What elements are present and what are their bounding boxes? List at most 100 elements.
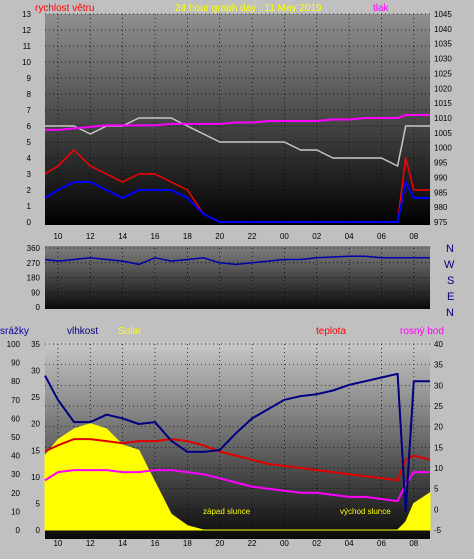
climate-xtick-8: 02 <box>312 539 321 548</box>
pressure-tick-7: 1010 <box>434 114 452 123</box>
wind-xtick-10: 06 <box>377 232 386 241</box>
wind-speed-tick-1: 1 <box>27 202 32 211</box>
wind-xtick-2: 14 <box>118 232 127 241</box>
wind-speed-tick-9: 9 <box>27 74 32 83</box>
temperature-tick-1: 0 <box>434 505 439 514</box>
wind-xtick-8: 02 <box>312 232 321 241</box>
compass-n-bottom: N <box>446 307 454 319</box>
temperature-tick-8: 35 <box>434 361 443 370</box>
solar-tick-7: 35 <box>31 340 40 349</box>
climate-xtick-3: 16 <box>151 539 160 548</box>
climate-xtick-10: 06 <box>377 539 386 548</box>
rain-tick-4: 40 <box>11 452 20 461</box>
temperature-tick-0: -5 <box>434 526 442 535</box>
wind-speed-tick-2: 2 <box>27 186 32 195</box>
pressure-tick-2: 985 <box>434 188 448 197</box>
direction-tick-2: 180 <box>27 274 41 283</box>
climate-xtick-5: 20 <box>215 539 224 548</box>
chart-marks: 0123456789101112139759809859909951000100… <box>7 10 453 548</box>
temperature-label: teplota <box>316 326 346 337</box>
wind-speed-tick-12: 12 <box>22 26 31 35</box>
temperature-tick-5: 20 <box>434 423 443 432</box>
climate-xtick-6: 22 <box>248 539 257 548</box>
pressure-tick-8: 1015 <box>434 99 452 108</box>
pressure-tick-4: 995 <box>434 159 448 168</box>
pressure-tick-12: 1035 <box>434 40 452 49</box>
rain-tick-10: 100 <box>7 340 21 349</box>
direction-line <box>44 255 430 266</box>
pressure-tick-0: 975 <box>434 218 448 227</box>
rain-tick-6: 60 <box>11 414 20 423</box>
pressure-tick-9: 1020 <box>434 84 452 93</box>
wind-avg-line <box>44 181 430 223</box>
pressure-tick-11: 1030 <box>434 55 452 64</box>
wind-speed-tick-13: 13 <box>22 10 31 19</box>
climate-xtick-7: 00 <box>280 539 289 548</box>
rain-tick-3: 30 <box>11 470 20 479</box>
pressure-label: tlak <box>373 3 390 14</box>
wind-speed-tick-4: 4 <box>27 154 32 163</box>
direction-tick-0: 0 <box>36 303 41 312</box>
rain-label: srážky <box>0 326 29 337</box>
climate-xtick-0: 10 <box>53 539 62 548</box>
wind-speed-tick-5: 5 <box>27 138 32 147</box>
wind-xtick-7: 00 <box>280 232 289 241</box>
humidity-line <box>44 372 430 513</box>
direction-tick-3: 270 <box>27 259 41 268</box>
direction-tick-4: 360 <box>27 244 41 253</box>
compass-n-top: N <box>446 243 454 255</box>
pressure-tick-14: 1045 <box>434 10 452 19</box>
climate-xtick-4: 18 <box>183 539 192 548</box>
solar-tick-4: 20 <box>31 420 40 429</box>
temperature-tick-6: 25 <box>434 402 443 411</box>
solar-tick-3: 15 <box>31 446 40 455</box>
wind-speed-tick-10: 10 <box>22 58 31 67</box>
wind-speed-tick-11: 11 <box>23 42 32 51</box>
rain-tick-0: 0 <box>16 526 21 535</box>
wind-xtick-11: 08 <box>409 232 418 241</box>
wind-speed-tick-3: 3 <box>27 170 32 179</box>
pressure-tick-1: 980 <box>434 203 448 212</box>
temperature-tick-4: 15 <box>434 443 443 452</box>
pressure-tick-5: 1000 <box>434 144 452 153</box>
wind-xtick-4: 18 <box>183 232 192 241</box>
wind-speed-label: rychlost větru <box>35 3 94 14</box>
wind-xtick-9: 04 <box>345 232 354 241</box>
climate-xtick-2: 14 <box>118 539 127 548</box>
sunset-annotation: západ slunce <box>203 507 251 516</box>
wind-xtick-3: 16 <box>151 232 160 241</box>
rain-tick-2: 20 <box>11 489 20 498</box>
temperature-tick-2: 5 <box>434 485 439 494</box>
climate-xtick-9: 04 <box>345 539 354 548</box>
climate-xtick-11: 08 <box>409 539 418 548</box>
dewpoint-label: rosný bod <box>400 326 444 337</box>
compass-e: E <box>447 291 454 303</box>
compass-s: S <box>447 275 454 287</box>
wind-xtick-0: 10 <box>53 232 62 241</box>
wind-speed-tick-0: 0 <box>27 218 32 227</box>
rain-tick-7: 70 <box>11 396 20 405</box>
pressure-tick-3: 990 <box>434 173 448 182</box>
temperature-tick-9: 40 <box>434 340 443 349</box>
pressure-tick-10: 1025 <box>434 69 452 78</box>
pressure-tick-6: 1005 <box>434 129 452 138</box>
solar-tick-5: 25 <box>31 393 40 402</box>
temperature-tick-3: 10 <box>434 464 443 473</box>
climate-xtick-1: 12 <box>86 539 95 548</box>
dewpoint-line <box>44 469 430 503</box>
rain-tick-9: 90 <box>11 359 20 368</box>
pressure-line <box>45 114 430 131</box>
rain-tick-5: 50 <box>11 433 20 442</box>
solar-tick-0: 0 <box>36 526 41 535</box>
compass-w: W <box>444 259 455 271</box>
solar-label: Solar <box>118 326 142 337</box>
wind-speed-tick-7: 7 <box>27 106 32 115</box>
direction-tick-1: 90 <box>31 288 40 297</box>
solar-area <box>44 423 431 531</box>
rain-tick-8: 80 <box>11 377 20 386</box>
chart-title: 24 hour graph day : 11 May 2019 <box>175 3 322 14</box>
wind-speed-tick-8: 8 <box>27 90 32 99</box>
wind-xtick-6: 22 <box>248 232 257 241</box>
temperature-tick-7: 30 <box>434 381 443 390</box>
